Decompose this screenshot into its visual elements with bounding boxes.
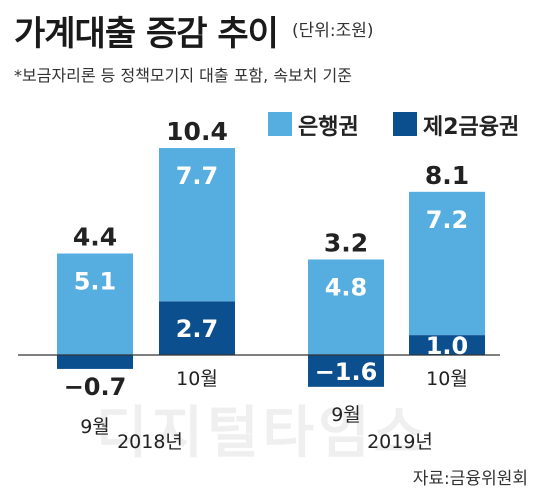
bar-nonbank-1 <box>57 355 133 369</box>
watermark-logo: 디지털타임스 <box>96 401 430 466</box>
tick-label-3: 9월 <box>331 404 361 426</box>
bar-nonbank-4 <box>409 335 485 355</box>
label-nonbank-4: 1.0 <box>426 332 469 360</box>
bar-bank-2 <box>159 148 235 302</box>
unit-label: (단위:조원) <box>292 21 374 41</box>
bar-nonbank-3 <box>308 355 384 387</box>
bar-bank-4 <box>409 191 485 336</box>
label-total-4: 8.1 <box>425 161 469 190</box>
label-bank-2: 7.7 <box>176 162 219 190</box>
year-label-1: 2018년 <box>117 431 183 453</box>
source-label: 자료:금융위원회 <box>412 469 528 489</box>
tick-label-1: 9월 <box>80 416 110 438</box>
label-total-3: 3.2 <box>324 228 368 257</box>
label-total-1: 4.4 <box>73 223 117 252</box>
legend-label-1: 은행권 <box>298 115 359 140</box>
label-bank-1: 5.1 <box>74 268 117 296</box>
chart-title: 가계대출 증감 추이 <box>14 14 279 54</box>
label-total-2: 10.4 <box>166 117 228 146</box>
footnote: *보금자리론 등 정책모기지 대출 포함, 속보치 기준 <box>14 66 353 85</box>
bar-nonbank-2 <box>159 301 235 355</box>
bar-bank-1 <box>57 253 133 355</box>
bar-bank-3 <box>308 259 384 355</box>
legend-swatch-2 <box>393 112 417 136</box>
label-bank-3: 4.8 <box>325 273 368 301</box>
label-nonbank-3: −1.6 <box>315 358 378 386</box>
year-label-2: 2019년 <box>367 431 433 453</box>
label-nonbank-1: −0.7 <box>64 373 127 401</box>
legend-swatch-1 <box>268 112 292 136</box>
label-bank-4: 7.2 <box>426 206 469 234</box>
tick-label-4: 10월 <box>426 368 468 390</box>
tick-label-2: 10월 <box>176 368 218 390</box>
label-nonbank-2: 2.7 <box>176 315 219 343</box>
legend-label-2: 제2금융권 <box>423 115 519 140</box>
